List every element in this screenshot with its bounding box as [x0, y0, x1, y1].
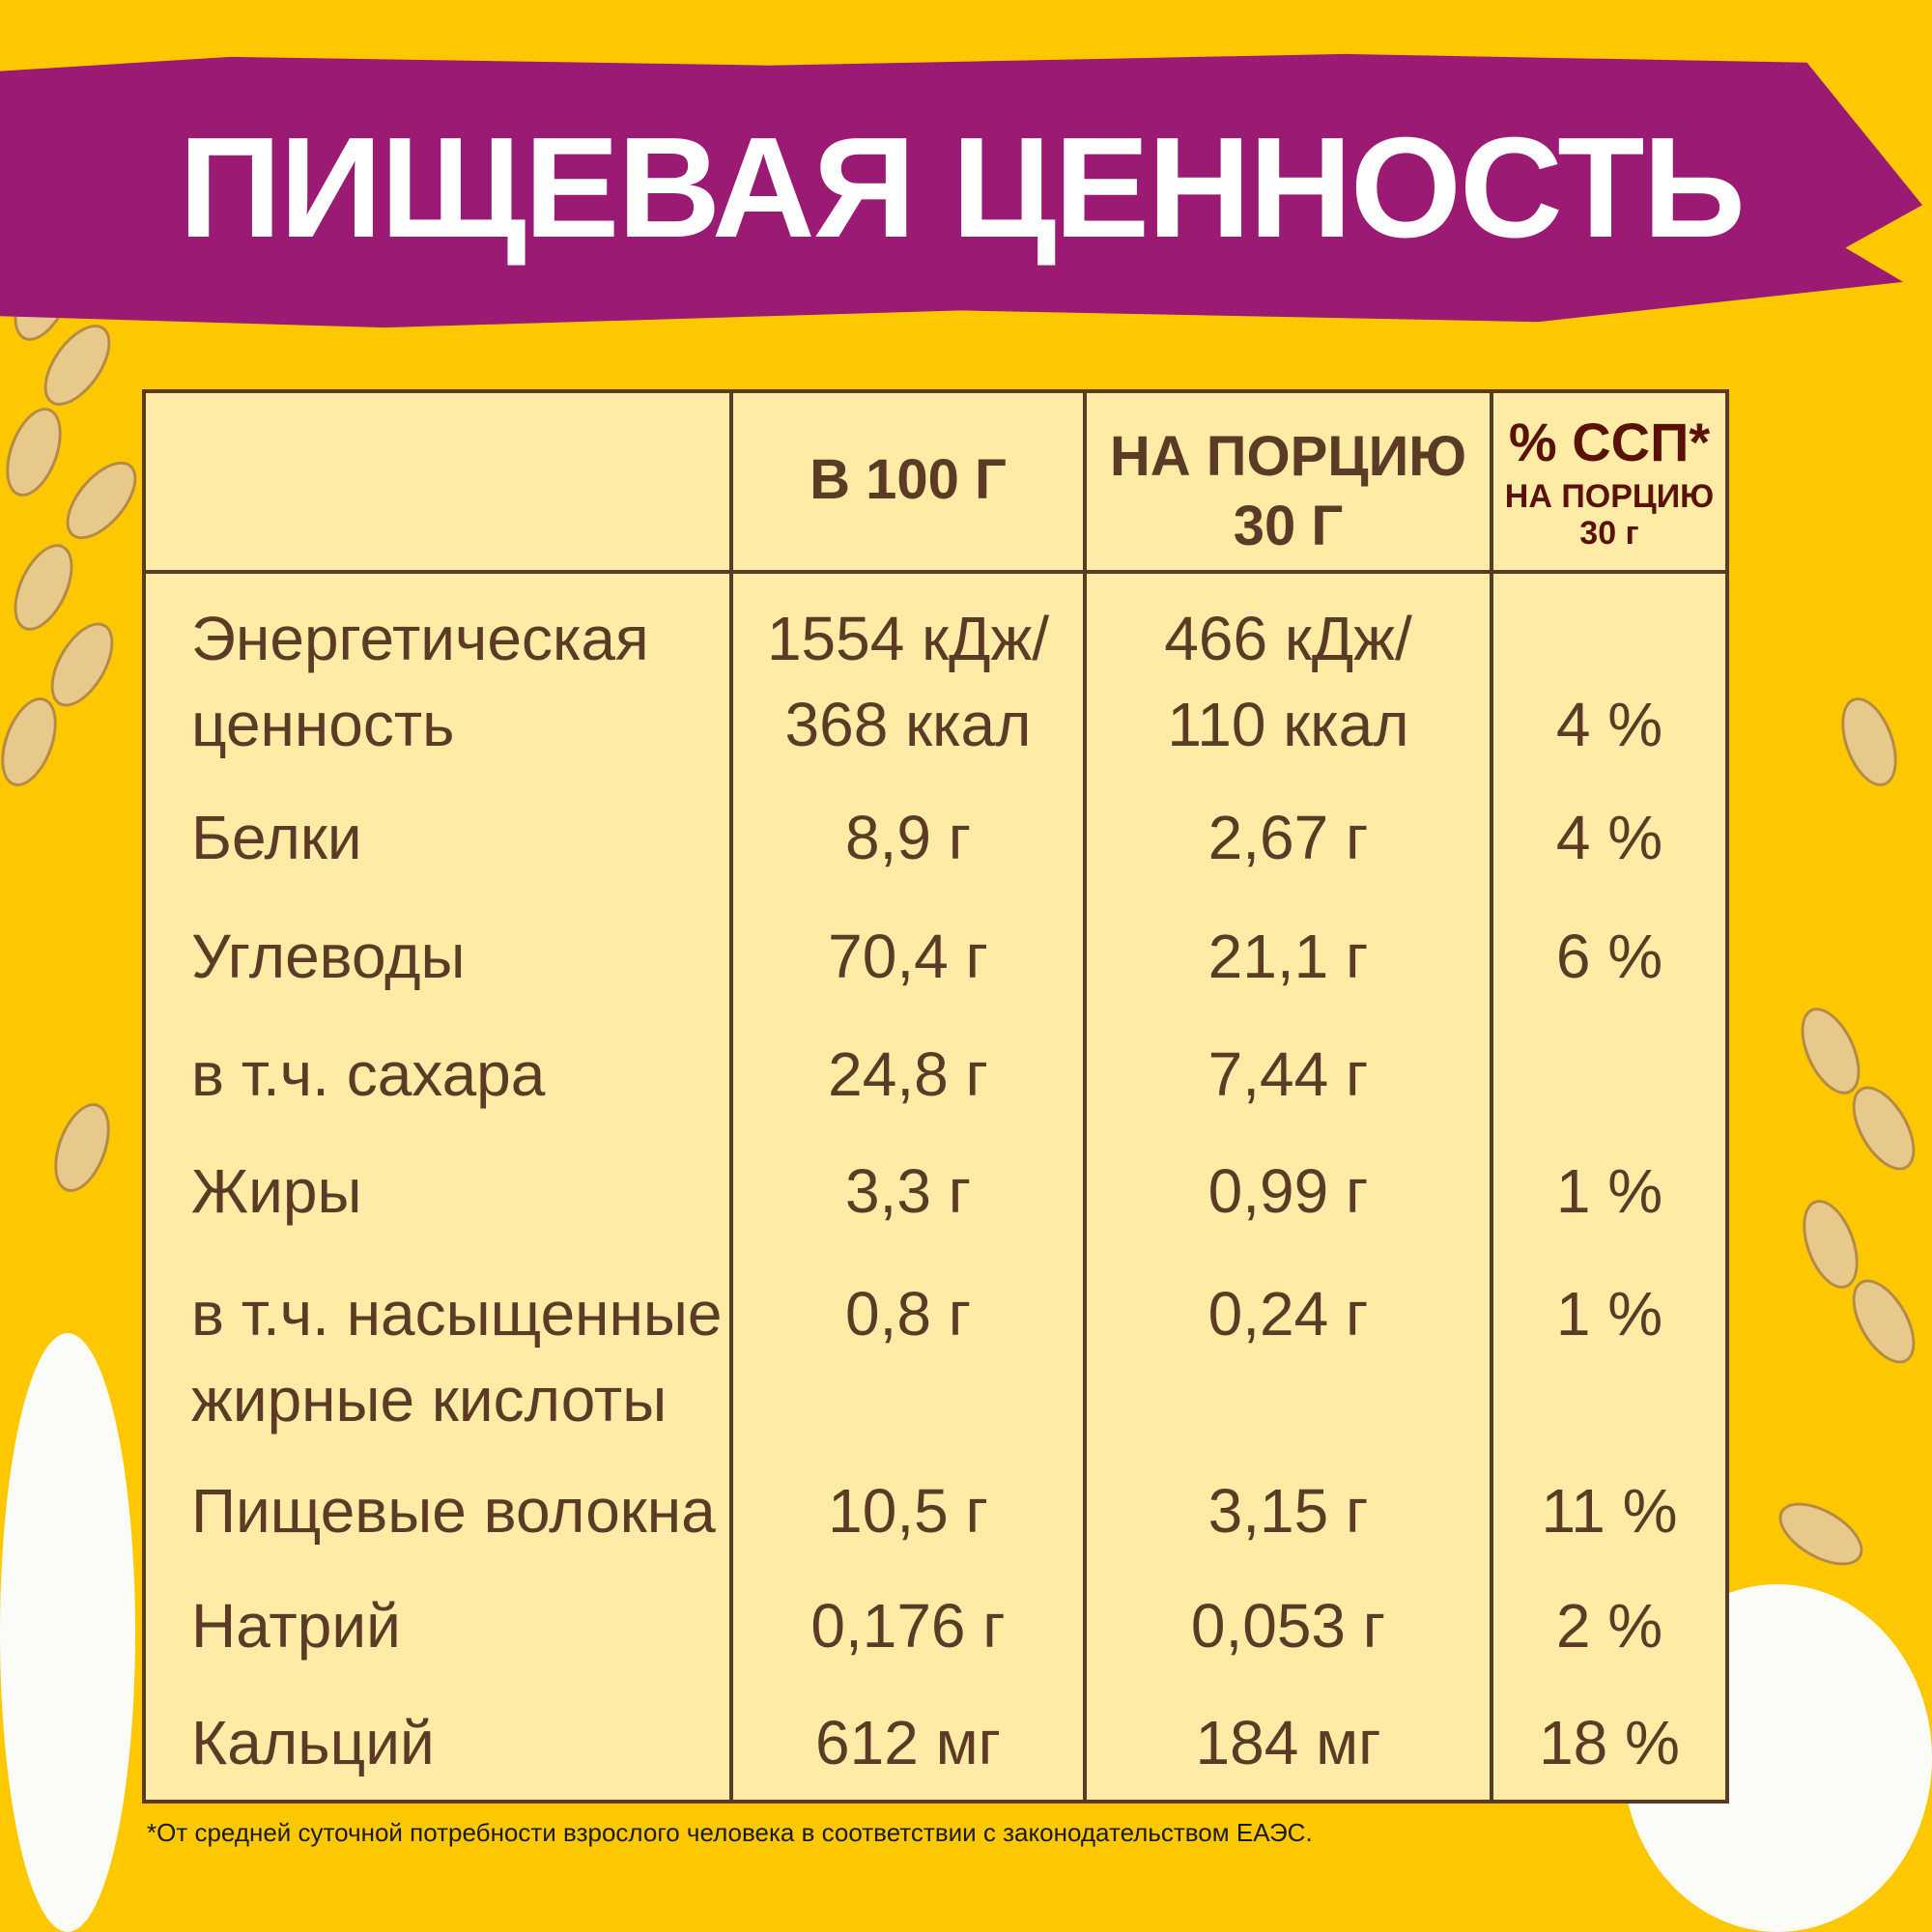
nutrient-label: Пищевые волокна	[191, 1476, 716, 1546]
value-per-100g: 1554 кДж/ 368 ккал	[766, 604, 1050, 759]
value-daily-percent: 18 %	[1539, 1708, 1680, 1777]
nutrient-label: в т.ч. сахара	[191, 1039, 546, 1109]
value-per-serving: 0,99 г	[1208, 1156, 1369, 1226]
value-per-100g: 10,5 г	[828, 1476, 988, 1546]
value-daily-percent: 4 %	[1555, 803, 1663, 872]
column-divider	[729, 393, 733, 1800]
nutrient-label: Белки	[191, 803, 362, 872]
value-per-100g: 3,3 г	[844, 1156, 972, 1226]
nutrition-table: В 100 Г НА ПОРЦИЮ 30 Г % ССП* НА ПОРЦИЮ …	[142, 389, 1729, 1804]
nutrient-label: Жиры	[191, 1156, 362, 1226]
value-per-100g: 8,9 г	[844, 803, 972, 872]
header-divider	[146, 570, 1725, 574]
value-per-serving: 0,24 г	[1208, 1279, 1369, 1349]
title-band	[0, 53, 1922, 328]
value-daily-percent: 1 %	[1555, 1156, 1663, 1226]
milk-splash-left	[0, 1333, 135, 1932]
value-per-serving: 466 кДж/ 110 ккал	[1164, 604, 1412, 759]
value-per-serving: 184 мг	[1195, 1708, 1381, 1777]
nutrient-label: Кальций	[191, 1708, 435, 1777]
footnote: *От средней суточной потребности взросло…	[147, 1818, 1313, 1847]
column-divider	[1490, 393, 1493, 1800]
header-per-100g: В 100 Г	[810, 448, 1007, 511]
value-daily-percent: 4 %	[1555, 690, 1663, 759]
value-per-serving: 0,053 г	[1190, 1591, 1386, 1661]
value-per-100g: 0,8 г	[844, 1279, 972, 1349]
value-per-serving: 2,67 г	[1208, 803, 1369, 872]
value-per-100g: 70,4 г	[828, 922, 988, 991]
column-divider	[1083, 393, 1087, 1800]
nutrient-label: Энергетическая ценность	[191, 604, 649, 759]
header-daily-value: % ССП*	[1508, 412, 1711, 472]
header-per-serving: НА ПОРЦИЮ 30 Г	[1109, 425, 1467, 557]
value-daily-percent: 6 %	[1555, 922, 1663, 991]
value-per-100g: 0,176 г	[810, 1591, 1006, 1661]
nutrient-label: в т.ч. насыщенные жирные кислоты	[191, 1279, 723, 1435]
value-daily-percent: 1 %	[1555, 1279, 1663, 1349]
value-daily-percent: 2 %	[1555, 1591, 1663, 1661]
header-daily-value-sub: НА ПОРЦИЮ 30 г	[1504, 478, 1715, 552]
value-per-serving: 3,15 г	[1208, 1476, 1369, 1546]
page-title: ПИЩЕВАЯ ЦЕННОСТЬ	[179, 108, 1746, 268]
value-per-serving: 7,44 г	[1208, 1039, 1369, 1109]
value-daily-percent: 11 %	[1541, 1476, 1678, 1546]
value-per-serving: 21,1 г	[1208, 922, 1369, 991]
nutrient-label: Натрий	[191, 1591, 401, 1661]
value-per-100g: 612 мг	[815, 1708, 1001, 1777]
nutrient-label: Углеводы	[191, 922, 466, 991]
value-per-100g: 24,8 г	[828, 1039, 988, 1109]
